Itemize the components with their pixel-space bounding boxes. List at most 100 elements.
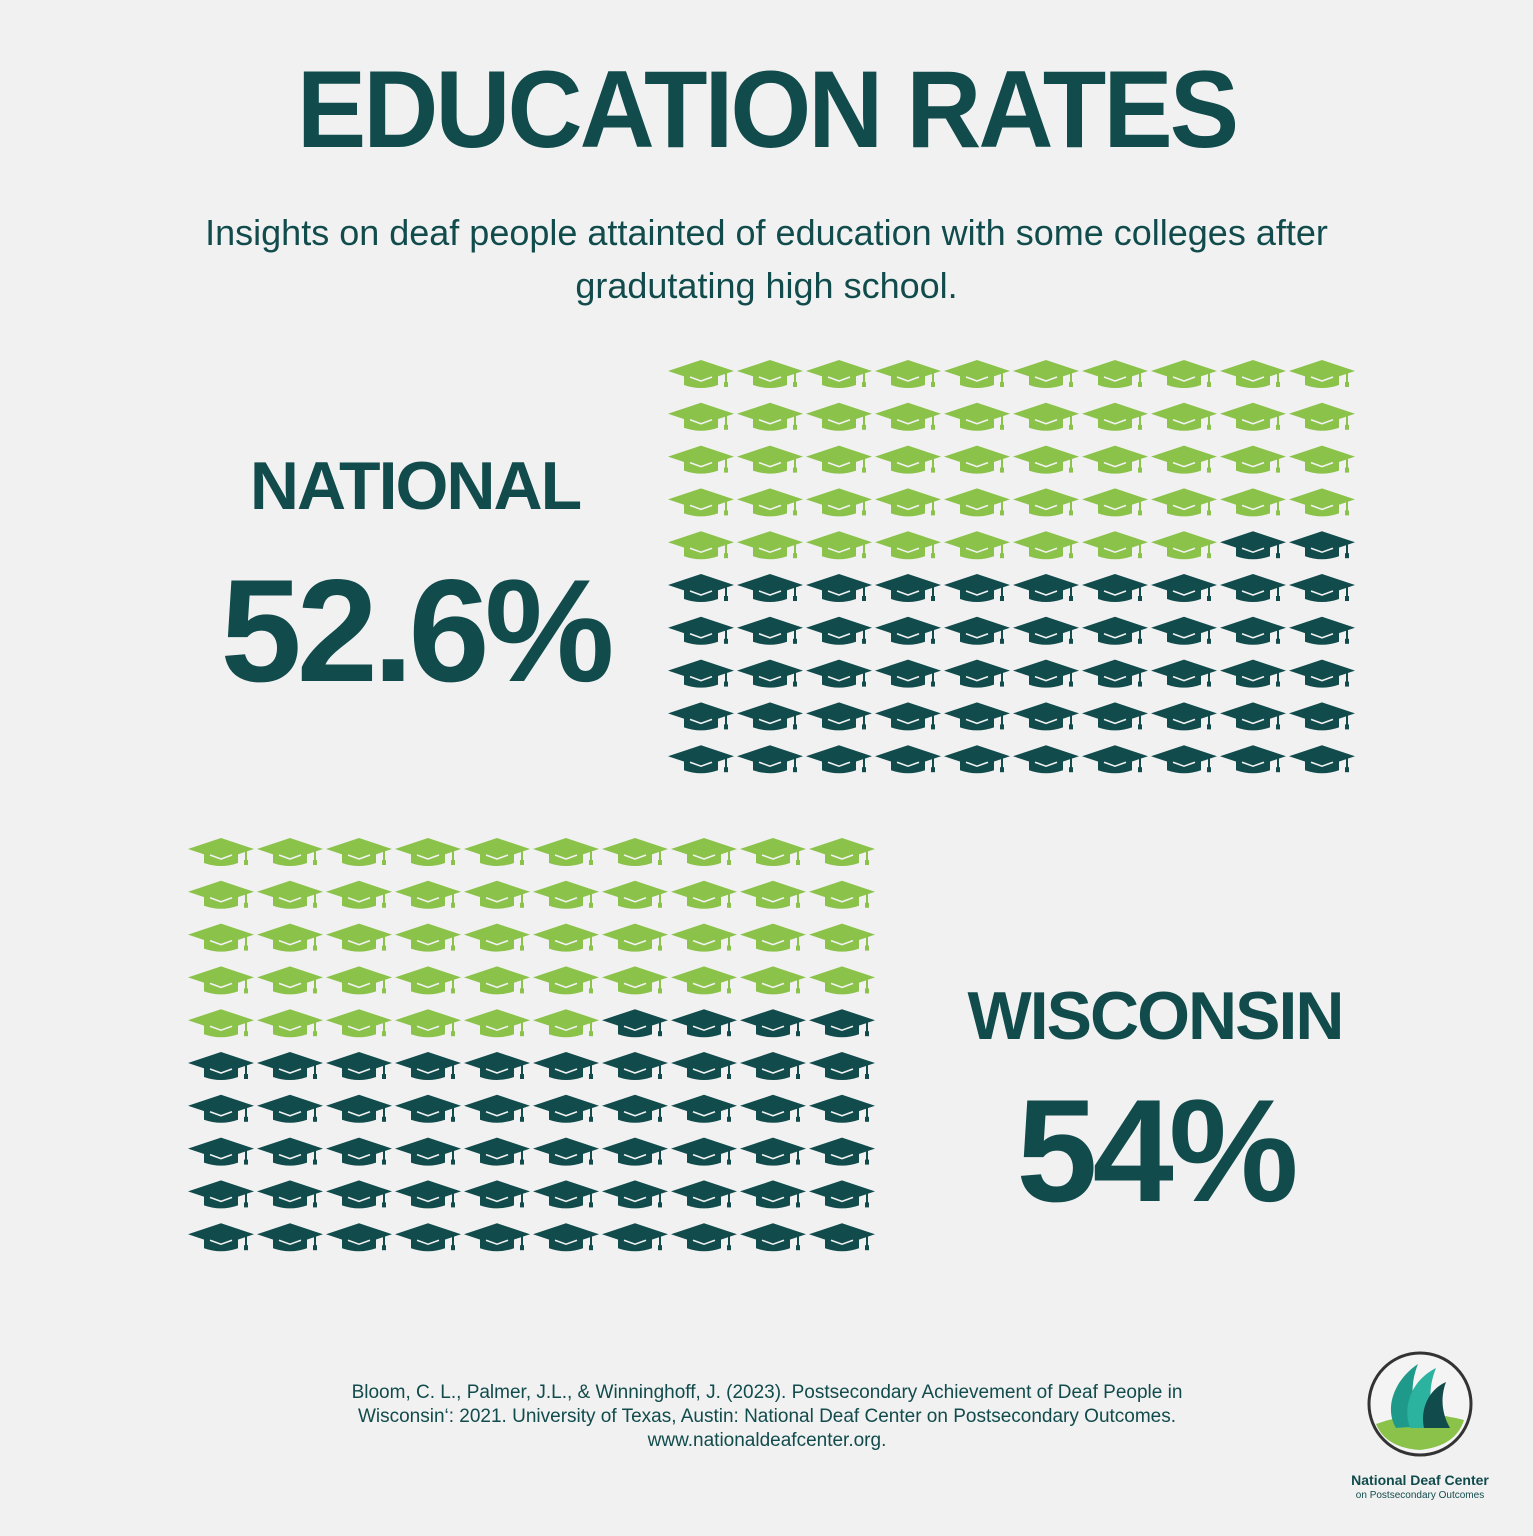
graduation-cap-icon [1289,616,1355,645]
graduation-cap-icon [809,1137,875,1166]
graduation-cap-icon [1220,360,1286,388]
subtitle-line-2: gradutating high school. [575,265,958,306]
graduation-cap-icon [602,1094,668,1123]
graduation-cap-icon [809,1052,875,1080]
graduation-cap-icon [737,488,803,517]
graduation-cap-icon [671,838,737,866]
graduation-cap-icon [875,745,941,774]
graduation-cap-icon [806,745,872,774]
graduation-cap-icon [1082,488,1148,517]
graduation-cap-icon [188,880,254,909]
graduation-cap-icon [533,1223,599,1252]
graduation-cap-icon [1220,445,1286,474]
graduation-cap-icon [602,1009,668,1038]
graduation-cap-icon [1289,531,1355,560]
graduation-cap-icon [1082,702,1148,731]
graduation-cap-icon [1151,574,1217,602]
graduation-cap-icon [671,880,737,909]
graduation-cap-icon [809,923,875,952]
graduation-cap-icon [602,880,668,909]
graduation-cap-icon [188,923,254,952]
graduation-cap-icon [806,360,872,388]
graduation-cap-icon [671,923,737,952]
graduation-cap-icon [602,1223,668,1252]
graduation-cap-icon [944,402,1010,431]
graduation-cap-icon [326,880,392,909]
graduation-cap-icon [875,616,941,645]
graduation-cap-icon [1220,574,1286,602]
graduation-cap-icon [1289,488,1355,517]
graduation-cap-icon [533,1094,599,1123]
graduation-cap-icon [668,659,734,688]
graduation-cap-icon [944,702,1010,731]
graduation-cap-icon [1013,616,1079,645]
graduation-cap-icon [1151,659,1217,688]
graduation-cap-icon [1220,659,1286,688]
graduation-cap-icon [671,1094,737,1123]
graduation-cap-icon [1220,745,1286,774]
graduation-cap-icon [533,1137,599,1166]
graduation-cap-icon [395,1009,461,1038]
graduation-cap-icon [326,923,392,952]
graduation-cap-icon [188,966,254,995]
graduation-cap-icon [875,702,941,731]
wisconsin-label: WISCONSIN [967,978,1345,1054]
graduation-cap-icon [944,445,1010,474]
graduation-cap-icon [188,1223,254,1252]
graduation-cap-icon [875,531,941,560]
graduation-cap-icon [1082,659,1148,688]
graduation-cap-icon [944,659,1010,688]
graduation-cap-icon [1289,659,1355,688]
graduation-cap-icon [944,488,1010,517]
graduation-cap-icon [668,616,734,645]
graduation-cap-icon [533,838,599,866]
graduation-cap-icon [464,923,530,952]
graduation-cap-icon [944,531,1010,560]
graduation-cap-icon [464,1009,530,1038]
graduation-cap-icon [533,1180,599,1209]
graduation-cap-icon [1082,360,1148,388]
graduation-cap-icon [1220,616,1286,645]
graduation-cap-icon [875,488,941,517]
graduation-cap-icon [188,1094,254,1123]
logo-name: National Deaf Center [1351,1472,1489,1488]
graduation-cap-icon [188,1052,254,1080]
graduation-cap-icon [257,1223,323,1252]
page-subtitle: Insights on deaf people attainted of edu… [150,206,1383,312]
graduation-cap-icon [188,1009,254,1038]
graduation-cap-icon [1289,402,1355,431]
graduation-cap-icon [1013,445,1079,474]
graduation-cap-icon [806,659,872,688]
graduation-cap-icon [257,1137,323,1166]
graduation-cap-icon [944,360,1010,388]
graduation-cap-icon [809,966,875,995]
graduation-cap-icon [1220,402,1286,431]
graduation-cap-icon [326,1223,392,1252]
graduation-cap-icon [326,1094,392,1123]
graduation-cap-icon [1082,616,1148,645]
wisconsin-value: 54% [1016,1069,1298,1232]
graduation-cap-icon [737,616,803,645]
graduation-cap-icon [668,531,734,560]
graduation-cap-icon [1082,531,1148,560]
graduation-cap-icon [464,880,530,909]
graduation-cap-icon [740,1094,806,1123]
graduation-cap-icon [809,880,875,909]
graduation-cap-icon [809,1223,875,1252]
graduation-cap-icon [395,1052,461,1080]
graduation-cap-icon [464,1180,530,1209]
graduation-cap-icon [395,880,461,909]
graduation-cap-icon [737,702,803,731]
graduation-cap-icon [395,1223,461,1252]
graduation-cap-icon [875,659,941,688]
graduation-cap-icon [806,702,872,731]
graduation-cap-icon [668,445,734,474]
graduation-cap-icon [326,966,392,995]
graduation-cap-icon [1151,745,1217,774]
graduation-cap-icon [668,360,734,388]
graduation-cap-icon [1289,445,1355,474]
graduation-cap-icon [533,1009,599,1038]
graduation-cap-icon [602,923,668,952]
graduation-cap-icon [1151,702,1217,731]
graduation-cap-icon [188,1137,254,1166]
